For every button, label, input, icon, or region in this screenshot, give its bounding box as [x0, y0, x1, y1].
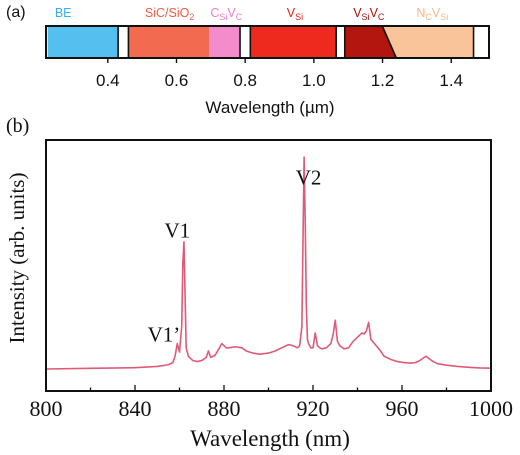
x-tick-label: 1000 [469, 396, 513, 421]
panel-b-label: (b) [6, 115, 29, 137]
peak-annotation: V2 [296, 166, 322, 190]
band-vsi [250, 26, 337, 58]
x-tick-label: 800 [30, 396, 63, 421]
peak-annotation: V1’ [148, 322, 181, 346]
panel-a-tick-label: 1.0 [302, 71, 326, 90]
panel-a-tick-label: 0.8 [233, 71, 257, 90]
band-vsivc [344, 26, 397, 58]
band-label-csivc: CSiVC [210, 6, 242, 22]
panel-a-tick-label: 1.2 [371, 71, 395, 90]
panel-a-label: (a) [6, 4, 26, 21]
y-axis-label: Intensity (arb. units) [5, 173, 29, 344]
band-csivc [209, 26, 241, 58]
x-tick-label: 880 [208, 396, 241, 421]
band-label-be: BE [55, 6, 72, 20]
band-label-sic-sio2: SiC/SiO2 [145, 6, 194, 22]
band-labels: BE SiC/SiO2 CSiVC VSi VSiVC NCVSi [55, 6, 448, 22]
band-be [47, 26, 119, 58]
panel-a-tick-label: 0.6 [165, 71, 189, 90]
panel-a-tick-label: 1.4 [439, 71, 463, 90]
band-label-vsi: VSi [287, 6, 303, 22]
band-boundary-diagonal [381, 25, 398, 59]
x-tick-label: 840 [119, 396, 152, 421]
spectrum-line [45, 156, 492, 370]
band-ncvsi [382, 26, 474, 58]
band-label-vsivc: VSiVC [353, 6, 385, 22]
x-axis-label: Wavelength (nm) [190, 426, 350, 451]
panel-a-xlabel: Wavelength (µm) [205, 98, 334, 117]
wavelength-bar [45, 25, 490, 59]
x-tick-label: 960 [386, 396, 419, 421]
band-sic-sio2 [128, 26, 210, 58]
panel-a-axis: 0.4 0.6 0.8 1.0 1.2 1.4 [96, 58, 463, 90]
plot-area: V1’ V1 V2 [45, 139, 492, 392]
band-label-ncvsi: NCVSi [416, 6, 448, 22]
panel-b-axis: 800 840 880 920 960 1000 [30, 385, 513, 421]
peak-annotation: V1 [164, 219, 190, 243]
wavelength-bar-frame [45, 25, 490, 59]
x-tick-label: 920 [297, 396, 330, 421]
panel-a-tick-label: 0.4 [96, 71, 120, 90]
